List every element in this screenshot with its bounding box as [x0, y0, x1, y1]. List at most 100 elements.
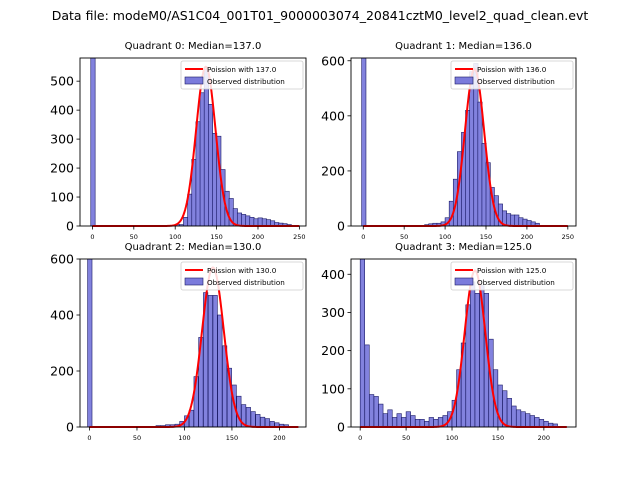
quadrant-3-bar	[474, 293, 480, 427]
quadrant-1-xtick-label: 150	[480, 233, 492, 241]
quadrant-0-bar	[249, 217, 255, 226]
quadrant-1-xtick-label: 250	[562, 233, 574, 241]
quadrant-3-xtick-label: 100	[446, 434, 458, 442]
quadrant-0-ytick-label: 0	[66, 219, 74, 234]
quadrant-3-xtick-label: 0	[358, 434, 362, 442]
quadrant-3-xtick-label: 200	[538, 434, 550, 442]
quadrant-3-bar	[502, 390, 508, 427]
quadrant-1-legend-bar-label: Observed distribution	[477, 77, 555, 86]
quadrant-1-legend: Poission with 136.0 Observed distribution	[450, 60, 574, 90]
quadrant-0-xtick-label: 250	[293, 233, 305, 241]
quadrant-3-bar	[470, 281, 476, 427]
quadrant-1-legend-line-label: Poission with 136.0	[477, 65, 547, 74]
quadrant-3-bar	[396, 413, 402, 427]
quadrant-0-bar	[195, 121, 201, 226]
quadrant-2-xtick-label: 150	[226, 434, 238, 442]
quadrant-0-bar	[241, 214, 247, 226]
quadrant-0-bar	[183, 217, 189, 226]
quadrant-2-bar	[188, 409, 194, 427]
quadrant-2-bar	[212, 295, 218, 427]
quadrant-2-bar	[207, 295, 213, 427]
quadrant-3-bar	[378, 403, 384, 427]
quadrant-3-bar	[538, 419, 545, 427]
quadrant-2-ytick-label: 600	[50, 252, 74, 267]
quadrant-3-bar	[359, 259, 365, 427]
quadrant-2-legend: Poission with 130.0 Observed distribution	[180, 261, 304, 291]
quadrant-3-chart: Quadrant 3: Median=125.0 0 50 100 150 200 0 100…	[321, 242, 577, 442]
quadrant-0-legend-bar-swatch	[184, 76, 204, 85]
quadrant-0-bar	[236, 212, 242, 226]
quadrant-1-ytick-label: 400	[321, 108, 345, 123]
quadrant-3-ytick-label: 0	[337, 420, 345, 435]
quadrant-1-legend-bar-swatch	[454, 76, 474, 85]
quadrant-3-xtick-label: 50	[402, 434, 410, 442]
quadrant-3-bar	[511, 405, 517, 427]
quadrant-0-bar	[212, 133, 218, 226]
quadrant-2-ytick-label: 0	[66, 420, 74, 435]
quadrant-0-ytick-label: 200	[50, 161, 74, 176]
quadrant-2-legend-line-label: Poission with 130.0	[207, 266, 277, 275]
quadrant-3-bar	[520, 411, 526, 427]
quadrant-2-axes-frame	[79, 258, 307, 428]
quadrant-0-axes-frame	[79, 57, 307, 227]
quadrant-1-xtick-label: 200	[521, 233, 533, 241]
quadrant-2-bar	[165, 424, 171, 427]
quadrant-2-bar	[250, 411, 256, 427]
quadrant-3-bar	[529, 415, 535, 427]
quadrant-0-ytick-label: 400	[50, 103, 74, 118]
quadrant-0-bar	[203, 69, 209, 226]
quadrant-3-title: Quadrant 3: Median=125.0	[395, 242, 532, 253]
quadrant-3-ytick-label: 200	[321, 343, 345, 358]
quadrant-0-legend-line-label: Poission with 137.0	[207, 65, 277, 74]
quadrant-0-bar	[90, 58, 96, 226]
quadrant-3-bar	[392, 417, 398, 427]
quadrant-2-xtick-label: 0	[87, 434, 91, 442]
quadrant-0-bar	[199, 92, 205, 226]
quadrant-1-xtick-label: 100	[439, 233, 451, 241]
quadrant-3-bar	[382, 413, 388, 427]
quadrant-2-bar	[226, 367, 232, 427]
quadrant-0-xtick-label: 150	[210, 233, 222, 241]
quadrant-3-bar	[387, 409, 393, 427]
quadrant-2-bar	[245, 407, 251, 427]
quadrant-2-bar	[255, 414, 261, 427]
quadrant-3-bar	[410, 415, 416, 427]
quadrant-1-ytick-label: 0	[337, 219, 345, 234]
quadrant-3-legend-bar-label: Observed distribution	[477, 278, 555, 287]
quadrant-2-xtick-label: 100	[178, 434, 190, 442]
quadrant-1-legend-box	[450, 60, 574, 90]
quadrant-0-xtick-label: 200	[252, 233, 264, 241]
quadrant-1-ytick-label: 600	[321, 53, 345, 68]
quadrant-3-bar	[534, 417, 540, 427]
quadrant-3-bar	[401, 417, 407, 427]
quadrant-2-xtick-label: 50	[133, 434, 141, 442]
quadrant-1-bar	[522, 218, 528, 226]
quadrant-2-bar	[264, 418, 270, 427]
quadrant-1-bar	[506, 213, 512, 226]
quadrant-1-ytick-label: 200	[321, 163, 345, 178]
quadrant-2-bar	[283, 424, 289, 427]
quadrant-3-bar	[516, 409, 522, 427]
quadrant-0-bar	[245, 215, 251, 226]
quadrant-0-legend-bar-label: Observed distribution	[207, 77, 285, 86]
quadrant-2-title: Quadrant 2: Median=130.0	[125, 242, 262, 253]
quadrant-0-ytick-label: 300	[50, 132, 74, 147]
quadrant-1-xtick-label: 0	[361, 233, 365, 241]
quadrant-0-xtick-label: 100	[169, 233, 181, 241]
quadrant-3-legend-box	[450, 261, 574, 291]
quadrant-3-axes-frame	[350, 258, 577, 428]
quadrant-2-ytick-label: 400	[50, 308, 74, 323]
quadrant-3-bar	[414, 419, 421, 427]
quadrant-2-bar	[260, 416, 266, 427]
quadrant-0-bar	[208, 104, 214, 226]
quadrant-0-ytick-label: 100	[50, 190, 74, 205]
quadrant-3-ytick-label: 100	[321, 381, 345, 396]
quadrant-3-legend-line-label: Poission with 125.0	[477, 266, 547, 275]
quadrant-3-bar	[419, 419, 425, 427]
quadrant-3-bar	[373, 396, 379, 427]
quadrant-3-bar	[525, 413, 531, 427]
quadrant-3-ytick-label: 400	[321, 267, 345, 282]
quadrant-3-legend: Poission with 125.0 Observed distribution	[450, 261, 574, 291]
quadrant-2-legend-box	[180, 261, 304, 291]
